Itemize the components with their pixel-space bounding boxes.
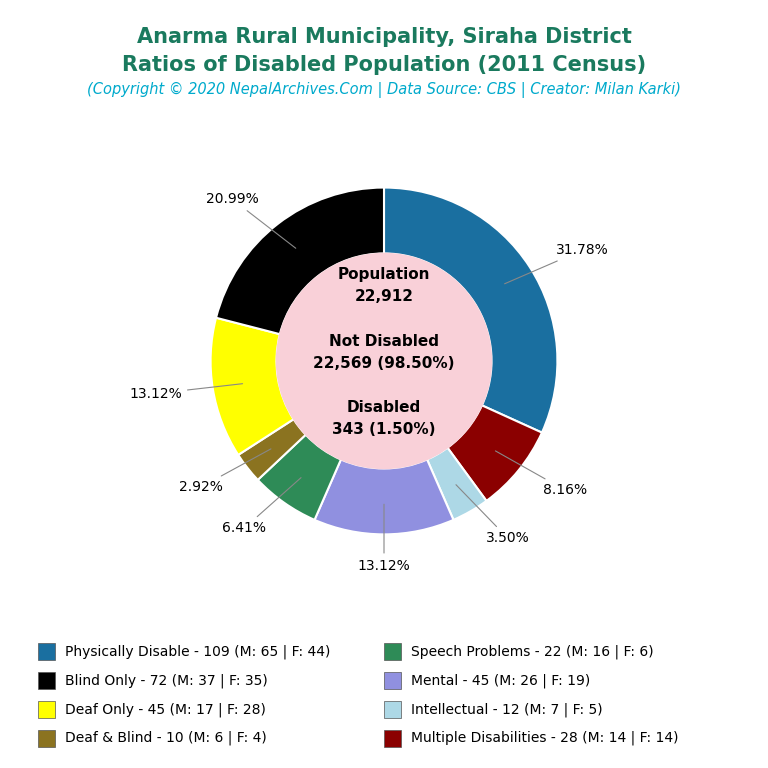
- Text: Intellectual - 12 (M: 7 | F: 5): Intellectual - 12 (M: 7 | F: 5): [411, 702, 603, 717]
- Text: Ratios of Disabled Population (2011 Census): Ratios of Disabled Population (2011 Cens…: [122, 55, 646, 75]
- Text: 13.12%: 13.12%: [129, 384, 243, 401]
- Wedge shape: [315, 459, 453, 535]
- Text: 31.78%: 31.78%: [505, 243, 609, 283]
- Text: Deaf Only - 45 (M: 17 | F: 28): Deaf Only - 45 (M: 17 | F: 28): [65, 702, 266, 717]
- Text: Multiple Disabilities - 28 (M: 14 | F: 14): Multiple Disabilities - 28 (M: 14 | F: 1…: [411, 731, 678, 746]
- Wedge shape: [216, 187, 384, 334]
- Text: 2.92%: 2.92%: [179, 449, 271, 494]
- Text: Mental - 45 (M: 26 | F: 19): Mental - 45 (M: 26 | F: 19): [411, 674, 590, 688]
- Text: Speech Problems - 22 (M: 16 | F: 6): Speech Problems - 22 (M: 16 | F: 6): [411, 644, 654, 659]
- Text: Blind Only - 72 (M: 37 | F: 35): Blind Only - 72 (M: 37 | F: 35): [65, 674, 268, 688]
- Wedge shape: [448, 406, 542, 501]
- Text: 20.99%: 20.99%: [206, 192, 296, 248]
- Text: Population
22,912

Not Disabled
22,569 (98.50%)

Disabled
343 (1.50%): Population 22,912 Not Disabled 22,569 (9…: [313, 267, 455, 438]
- Text: 3.50%: 3.50%: [456, 485, 530, 545]
- Wedge shape: [258, 435, 341, 520]
- Text: 6.41%: 6.41%: [222, 478, 301, 535]
- Text: Deaf & Blind - 10 (M: 6 | F: 4): Deaf & Blind - 10 (M: 6 | F: 4): [65, 731, 267, 746]
- Text: 13.12%: 13.12%: [358, 505, 410, 573]
- Circle shape: [276, 253, 492, 468]
- Text: 8.16%: 8.16%: [495, 451, 587, 497]
- Wedge shape: [427, 448, 486, 520]
- Wedge shape: [238, 419, 306, 480]
- Wedge shape: [210, 318, 293, 455]
- Wedge shape: [384, 187, 558, 432]
- Text: Anarma Rural Municipality, Siraha District: Anarma Rural Municipality, Siraha Distri…: [137, 27, 631, 47]
- Text: Physically Disable - 109 (M: 65 | F: 44): Physically Disable - 109 (M: 65 | F: 44): [65, 644, 331, 659]
- Text: (Copyright © 2020 NepalArchives.Com | Data Source: CBS | Creator: Milan Karki): (Copyright © 2020 NepalArchives.Com | Da…: [87, 82, 681, 98]
